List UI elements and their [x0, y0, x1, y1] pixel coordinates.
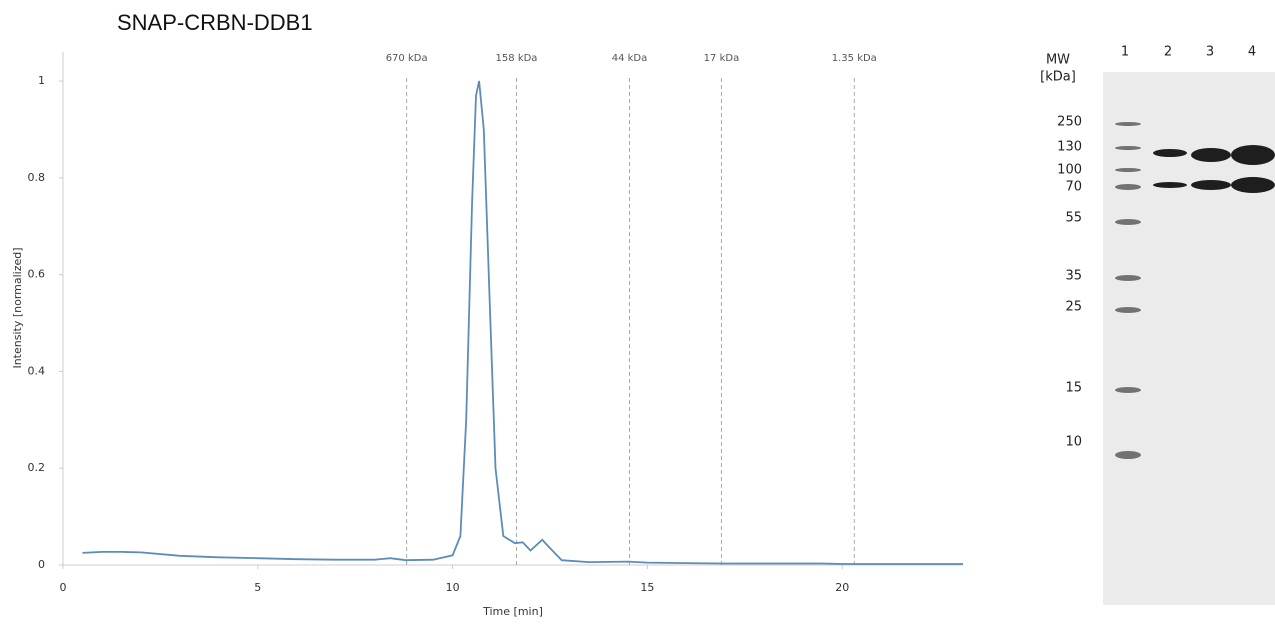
- y-tick-label: 0.2: [28, 461, 46, 474]
- x-axis-label: Time [min]: [482, 605, 543, 618]
- marker-label: 1.35 kDa: [832, 53, 877, 64]
- gel-mw-label: 25: [1065, 300, 1082, 315]
- y-tick-label: 0.4: [28, 364, 46, 377]
- x-tick-label: 0: [60, 581, 67, 594]
- gel-mw-header: [kDa]: [1040, 70, 1076, 85]
- marker-label: 17 kDa: [704, 53, 740, 64]
- y-tick-label: 0: [38, 558, 45, 571]
- gel-mw-label: 55: [1065, 211, 1082, 226]
- marker-label: 44 kDa: [612, 53, 648, 64]
- x-tick-label: 10: [446, 581, 460, 594]
- gel-mw-label: 130: [1057, 140, 1082, 155]
- gel-mw-label: 10: [1065, 435, 1082, 450]
- data-line: [82, 80, 963, 565]
- gel-lane-label: 3: [1206, 45, 1214, 60]
- marker-label: 670 kDa: [386, 53, 428, 64]
- y-tick-label: 0.6: [28, 268, 46, 281]
- gel-mw-label: 250: [1057, 115, 1082, 130]
- gel-mw-label: 35: [1065, 269, 1082, 284]
- chart-title: SNAP-CRBN-DDB1: [117, 10, 313, 35]
- gel-mw-label: 70: [1065, 180, 1082, 195]
- marker-label: 158 kDa: [496, 53, 538, 64]
- gel-image: [1103, 72, 1275, 605]
- gel-mw-label: 15: [1065, 381, 1082, 396]
- x-tick-label: 20: [835, 581, 849, 594]
- x-tick-label: 5: [254, 581, 261, 594]
- gel-lane-label: 1: [1121, 45, 1129, 60]
- gel-lane-label: 2: [1164, 45, 1172, 60]
- gel-lane-label: 4: [1248, 45, 1256, 60]
- y-tick-label: 0.8: [28, 171, 46, 184]
- gel-mw-label: 100: [1057, 163, 1082, 178]
- y-axis-label: Intensity [normalized]: [11, 247, 24, 368]
- x-tick-label: 15: [640, 581, 654, 594]
- y-tick-label: 1: [38, 74, 45, 87]
- gel-mw-header: MW: [1046, 53, 1070, 68]
